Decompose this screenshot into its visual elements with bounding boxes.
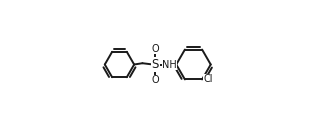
Text: S: S (151, 58, 159, 71)
Text: O: O (151, 44, 159, 54)
Text: Cl: Cl (203, 74, 213, 84)
Text: O: O (151, 75, 159, 85)
Text: NH: NH (162, 59, 177, 70)
